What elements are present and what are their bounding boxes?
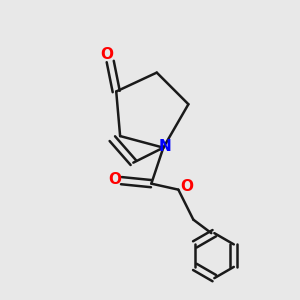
Text: O: O <box>108 172 121 187</box>
Text: N: N <box>158 139 171 154</box>
Text: O: O <box>101 46 114 62</box>
Text: O: O <box>180 179 193 194</box>
